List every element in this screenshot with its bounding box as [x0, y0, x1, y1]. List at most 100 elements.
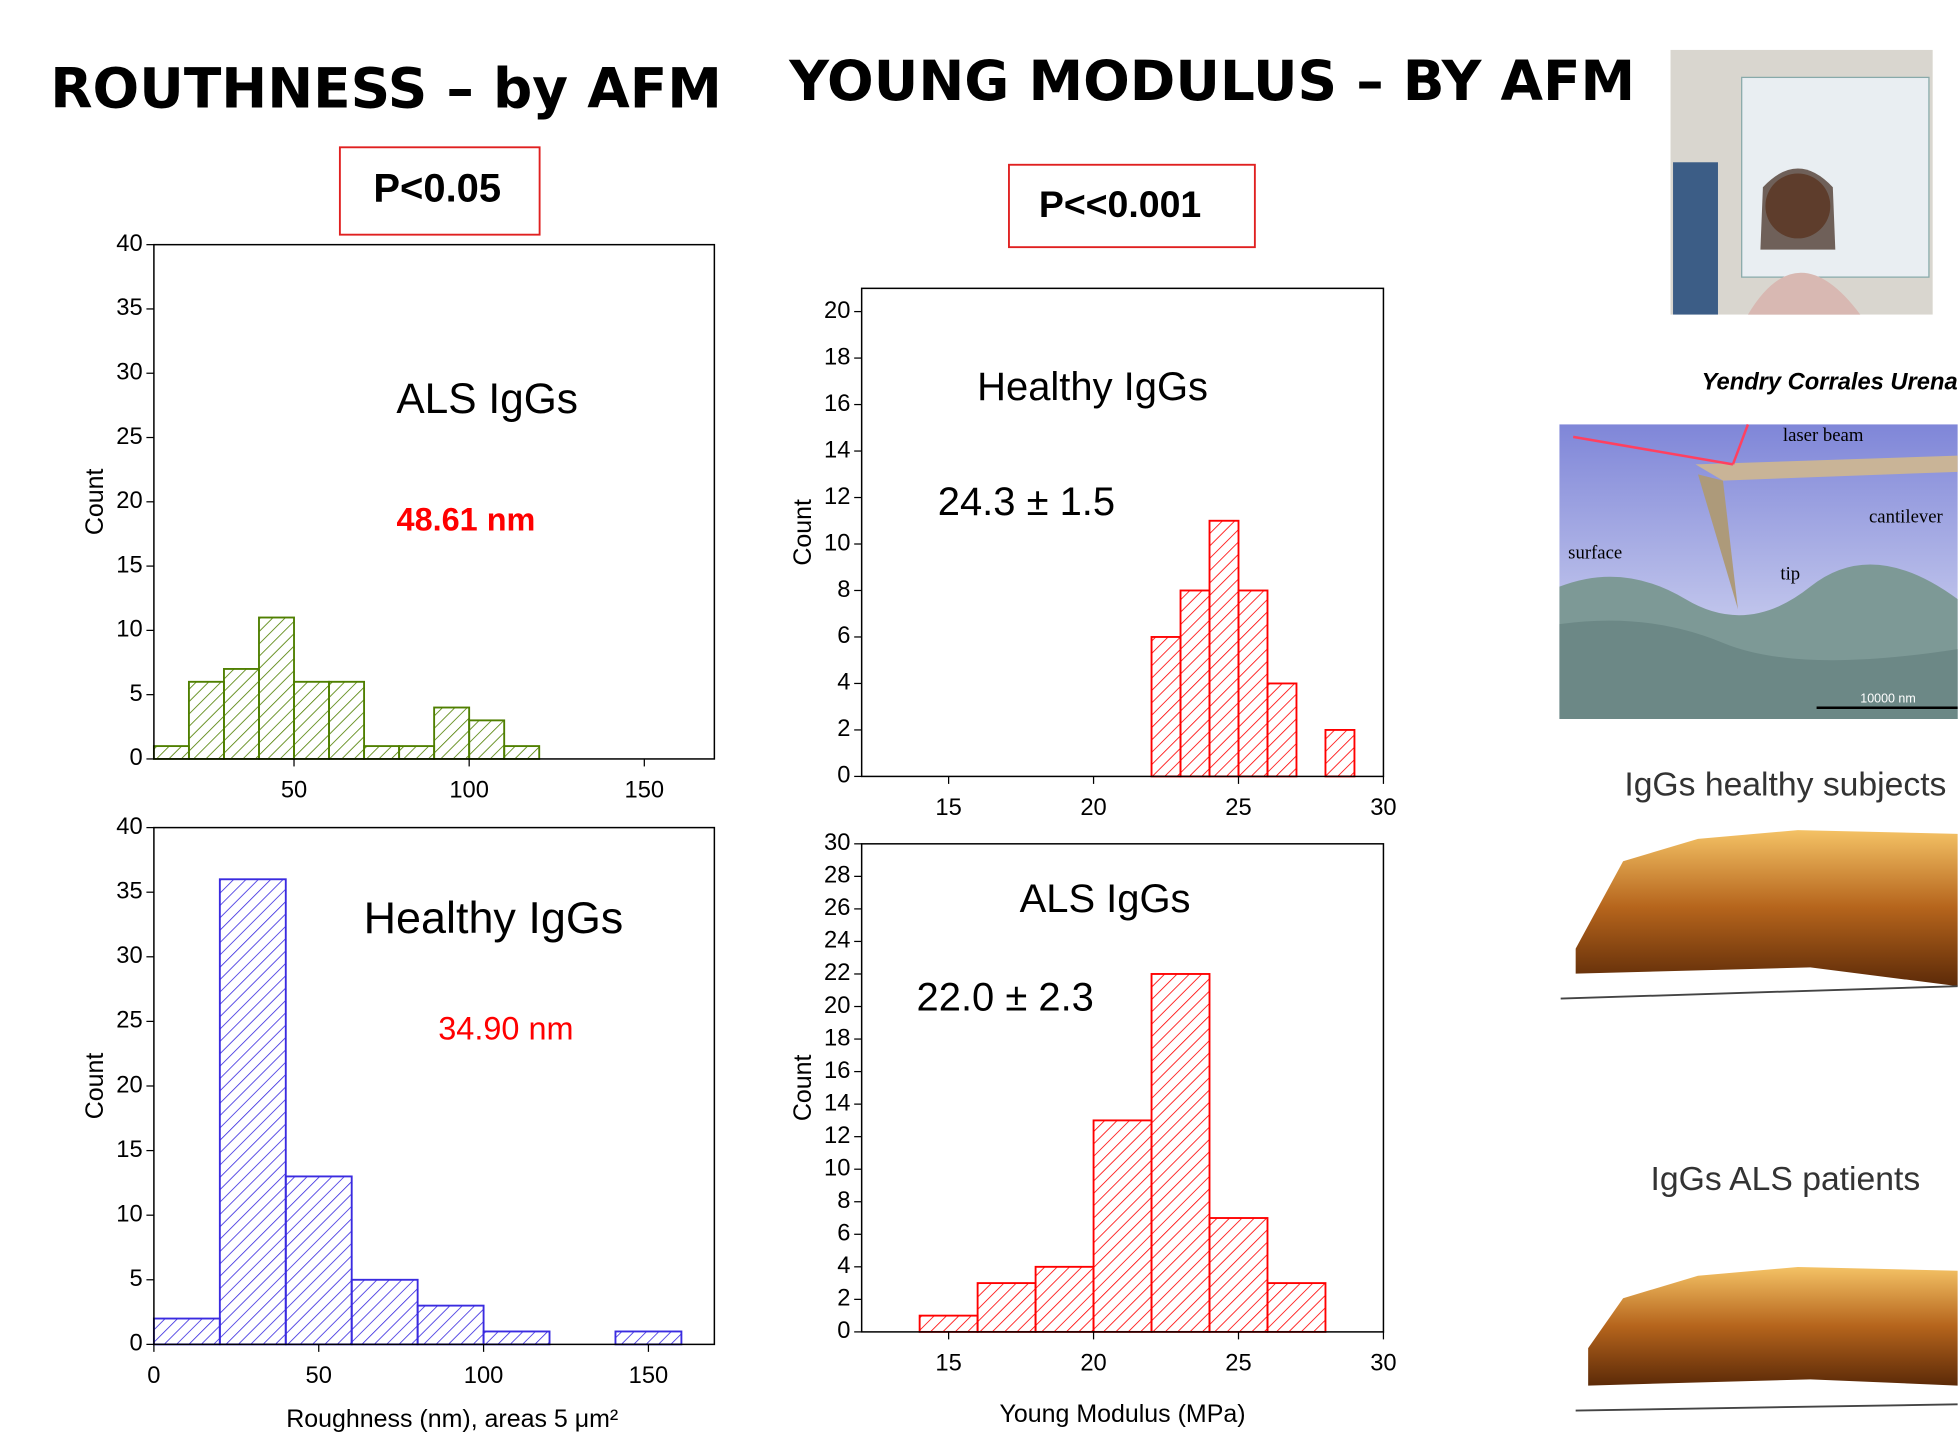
x-tick-label: 50 [281, 778, 307, 804]
y-tick-label: 20 [116, 1072, 142, 1098]
bar [1036, 1267, 1094, 1332]
afm-image [1576, 1267, 1958, 1411]
x-axis-label: Young Modulus (MPa) [1000, 1400, 1246, 1428]
y-tick-label: 0 [129, 1331, 142, 1357]
x-tick-label: 0 [147, 1363, 160, 1389]
y-tick-label: 12 [824, 484, 850, 510]
afm-diagram [1559, 424, 1957, 719]
diagram-label: surface [1568, 543, 1622, 564]
y-tick-label: 0 [129, 745, 142, 771]
y-tick-label: 30 [824, 830, 850, 856]
y-tick-label: 22 [824, 960, 850, 986]
y-tick-label: 35 [116, 878, 142, 904]
bar [224, 669, 259, 759]
y-tick-label: 0 [837, 1318, 850, 1344]
y-tick-label: 4 [837, 1253, 850, 1279]
bar [1181, 590, 1210, 776]
bar [1210, 1218, 1268, 1332]
y-tick-label: 5 [129, 1266, 142, 1292]
diagram-label: tip [1780, 564, 1800, 585]
bar [294, 682, 329, 759]
annotation: ALS IgGs [1020, 877, 1191, 921]
y-tick-label: 16 [824, 1058, 850, 1084]
y-tick-label: 28 [824, 863, 850, 889]
slide: ROUTHNESS – by AFM YOUNG MODULUS – BY AF… [0, 0, 1958, 1438]
y-tick-label: 18 [824, 1025, 850, 1051]
left-heading: ROUTHNESS – by AFM [50, 56, 722, 120]
p-value: P<0.05 [373, 167, 501, 211]
y-tick-label: 8 [837, 1188, 850, 1214]
bar [154, 746, 189, 759]
y-tick-label: 6 [837, 1221, 850, 1247]
x-tick-label: 25 [1225, 1351, 1251, 1377]
bar [1094, 1120, 1152, 1331]
x-tick-label: 30 [1370, 795, 1396, 821]
x-tick-label: 50 [306, 1363, 332, 1389]
bar [978, 1283, 1036, 1332]
y-tick-label: 6 [837, 623, 850, 649]
y-tick-label: 14 [824, 437, 850, 463]
y-tick-label: 0 [837, 763, 850, 789]
y-tick-label: 25 [116, 1008, 142, 1034]
bar [484, 1331, 550, 1344]
x-tick-label: 150 [629, 1363, 669, 1389]
annotation: Healthy IgGs [364, 892, 624, 943]
bar [364, 746, 399, 759]
photo [1671, 50, 1933, 315]
bar [329, 682, 364, 759]
bar [286, 1176, 352, 1344]
x-tick-label: 150 [625, 778, 665, 804]
bar [399, 746, 434, 759]
y-tick-label: 15 [116, 552, 142, 578]
page: ROUTHNESS – by AFM YOUNG MODULUS – BY AF… [0, 0, 1958, 1438]
bar [259, 618, 294, 759]
x-tick-label: 25 [1225, 795, 1251, 821]
y-tick-label: 16 [824, 391, 850, 417]
y-axis-label: Count [81, 1053, 109, 1120]
annotation: 34.90 nm [438, 1011, 573, 1047]
bar [154, 1319, 220, 1345]
annotation: ALS IgGs [396, 375, 578, 422]
diagram-label: laser beam [1783, 425, 1864, 446]
y-tick-label: 18 [824, 344, 850, 370]
bar [352, 1280, 418, 1345]
bar [1267, 683, 1296, 776]
diagram-label: cantilever [1869, 506, 1944, 527]
y-tick-label: 10 [116, 1201, 142, 1227]
y-tick-label: 35 [116, 295, 142, 321]
x-tick-label: 100 [464, 1363, 504, 1389]
x-axis-label: Roughness (nm), areas 5 μm² [286, 1405, 618, 1433]
y-tick-label: 30 [116, 943, 142, 969]
bar [504, 746, 539, 759]
annotation: 22.0 ± 2.3 [917, 975, 1094, 1019]
bar [1152, 637, 1181, 776]
y-tick-label: 30 [116, 359, 142, 385]
bar [920, 1316, 978, 1332]
bar [615, 1331, 681, 1344]
y-tick-label: 24 [824, 928, 850, 954]
x-tick-label: 100 [449, 778, 489, 804]
y-tick-label: 40 [116, 231, 142, 257]
diagram-label: 10000 nm [1860, 691, 1915, 705]
x-tick-label: 30 [1370, 1351, 1396, 1377]
y-tick-label: 20 [824, 993, 850, 1019]
y-tick-label: 2 [837, 716, 850, 742]
bar [418, 1306, 484, 1345]
bar [1325, 730, 1354, 776]
bar [189, 682, 224, 759]
bar [434, 708, 469, 759]
y-tick-label: 15 [116, 1137, 142, 1163]
x-tick-label: 15 [935, 795, 961, 821]
y-tick-label: 8 [837, 577, 850, 603]
y-tick-label: 10 [824, 1155, 850, 1181]
y-tick-label: 5 [129, 681, 142, 707]
bar [1210, 521, 1239, 777]
y-tick-label: 10 [116, 617, 142, 643]
x-tick-label: 20 [1080, 1351, 1106, 1377]
y-tick-label: 10 [824, 530, 850, 556]
y-axis-label: Count [789, 1055, 817, 1122]
y-tick-label: 14 [824, 1090, 850, 1116]
bar [220, 879, 286, 1344]
annotation: 24.3 ± 1.5 [938, 480, 1115, 524]
p-value: P<<0.001 [1039, 183, 1201, 225]
